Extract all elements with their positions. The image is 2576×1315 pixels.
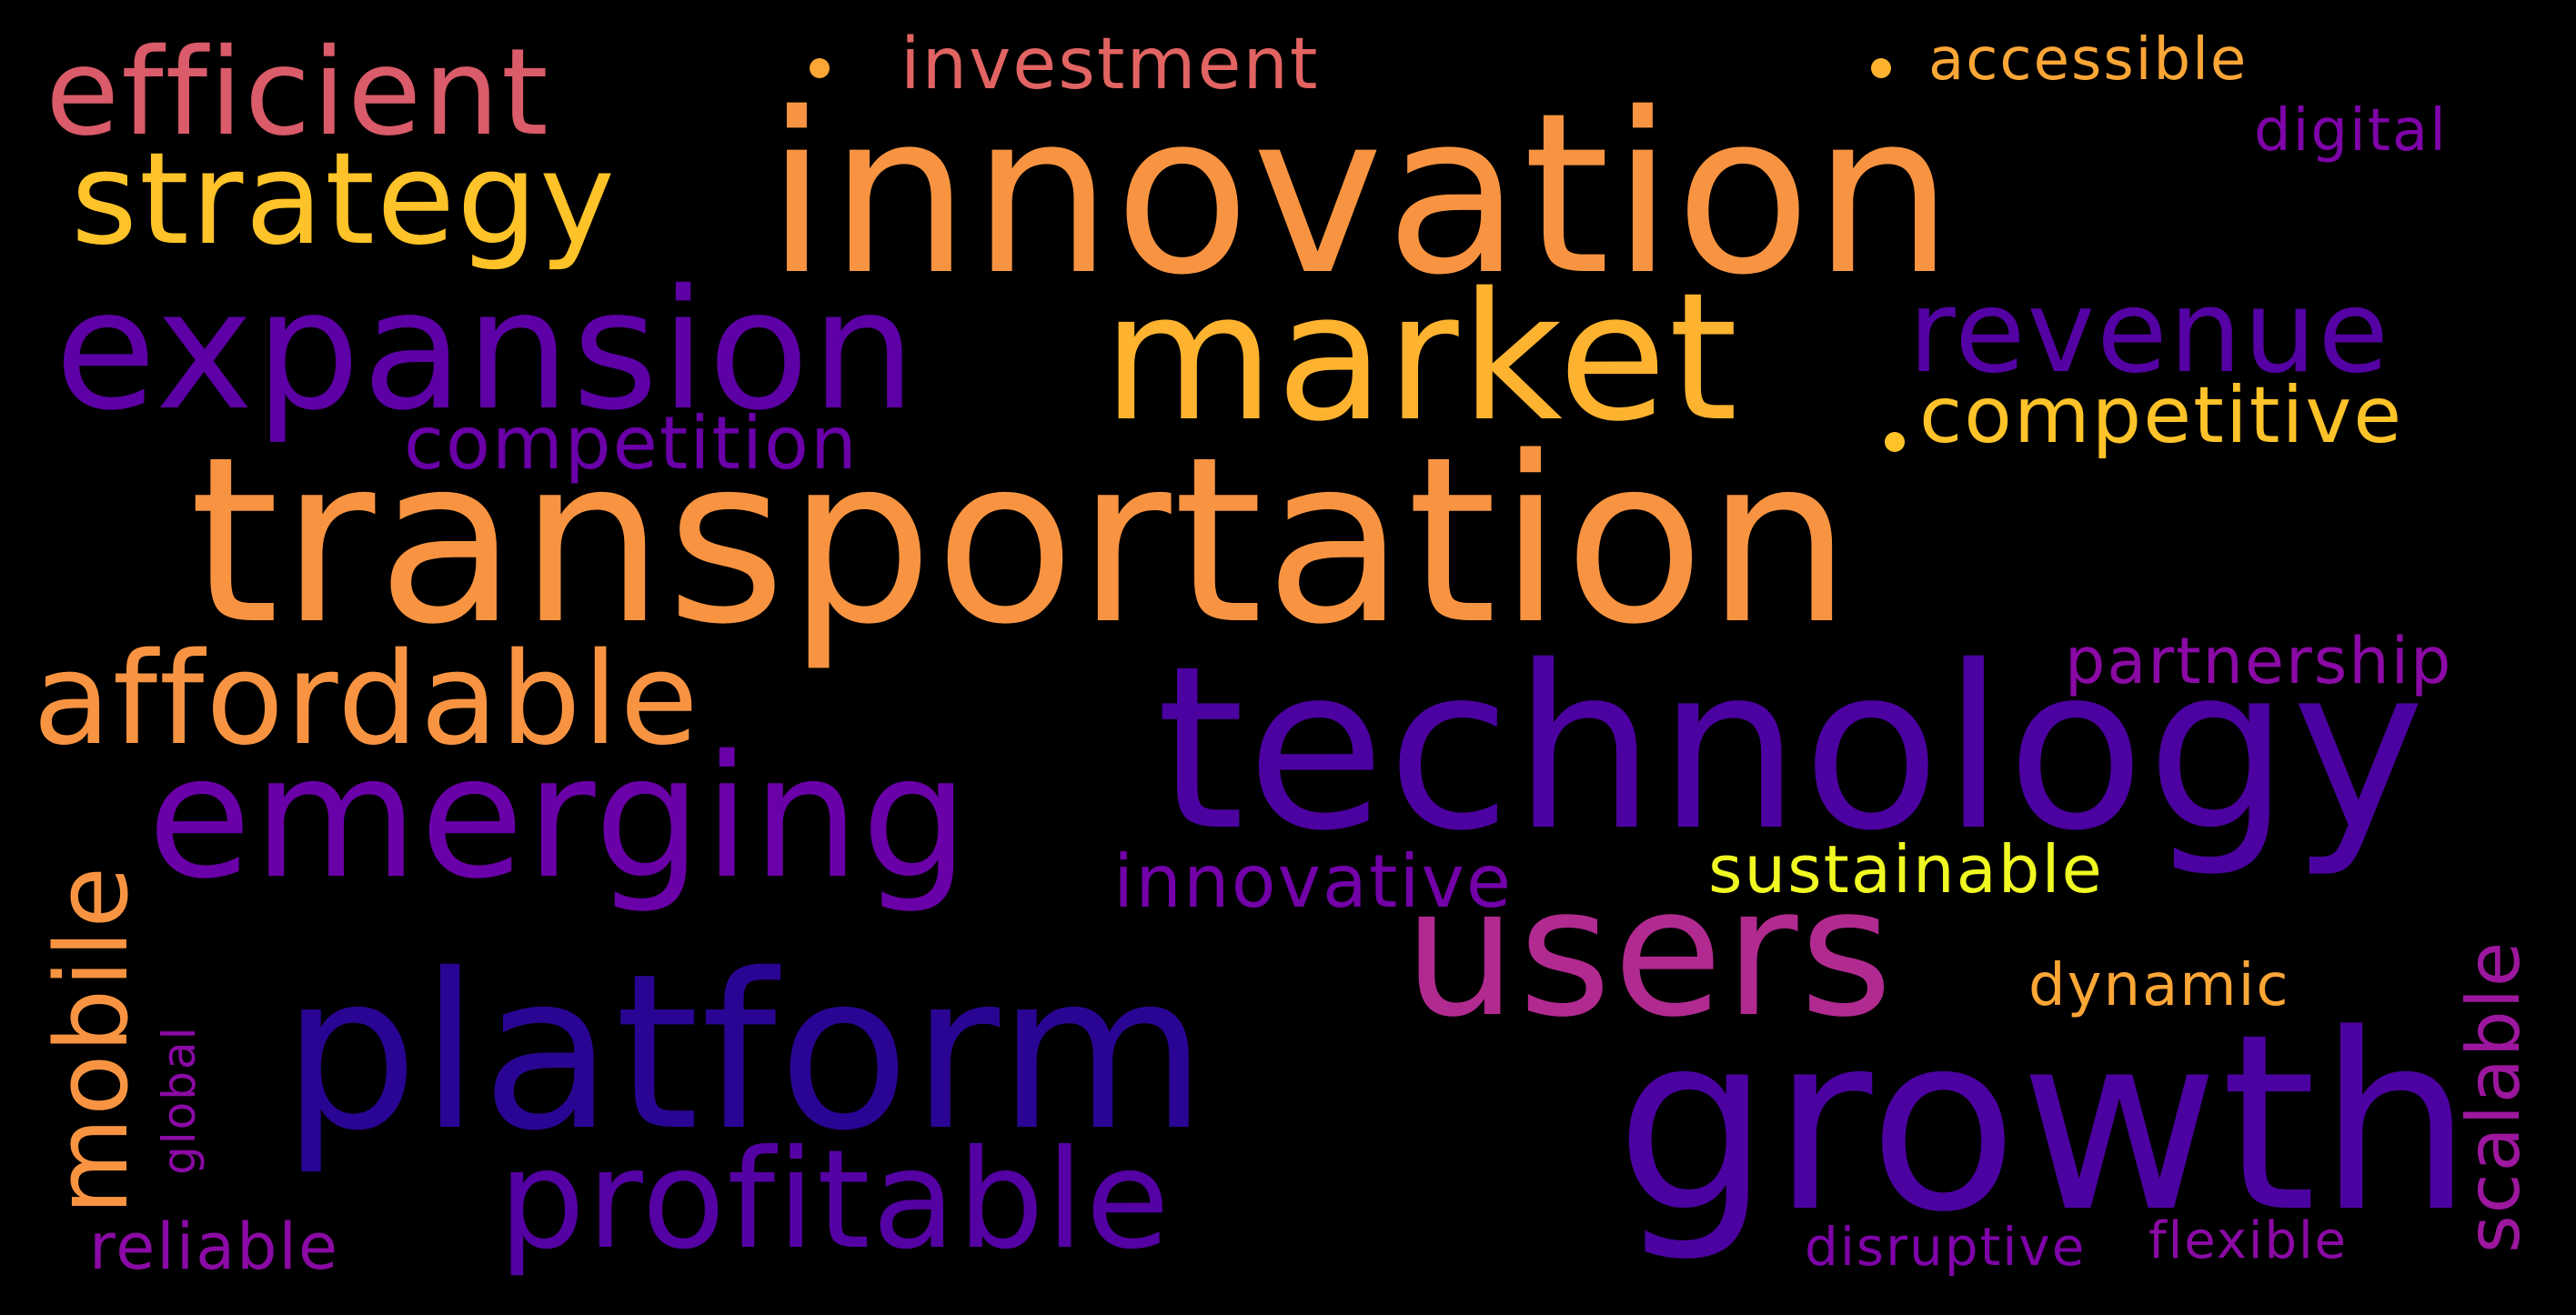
word-transportation: transportation [189, 408, 1854, 675]
word-users: users [1404, 849, 1895, 1057]
word-profitable: profitable [498, 1121, 1172, 1280]
word-platform: platform [282, 928, 1209, 1178]
word-sustainable: sustainable [1708, 831, 2104, 908]
word-accessible: accessible [1928, 26, 2249, 94]
word-investment: investment [901, 24, 1320, 105]
dot-3 [1885, 432, 1905, 452]
word-market: market [1102, 255, 1740, 460]
word-efficient: efficient [45, 23, 550, 163]
word-reliable: reliable [89, 1210, 340, 1284]
word-affordable: affordable [33, 626, 700, 774]
word-revenue: revenue [1908, 265, 2390, 398]
word-mobile: mobile [34, 864, 150, 1215]
word-flexible: flexible [2148, 1211, 2348, 1270]
word-competition: competition [404, 401, 859, 486]
word-strategy: strategy [71, 125, 617, 274]
word-partnership: partnership [2065, 624, 2453, 698]
word-dynamic: dynamic [2028, 952, 2290, 1019]
dot-1 [810, 58, 830, 78]
word-growth: growth [1615, 982, 2475, 1266]
word-scalable: scalable [2451, 939, 2536, 1253]
word-emerging: emerging [147, 718, 971, 916]
word-expansion: expansion [55, 254, 918, 447]
word-innovative: innovative [1113, 839, 1514, 924]
word-disruptive: disruptive [1805, 1216, 2087, 1278]
word-technology: technology [1156, 618, 2428, 880]
word-innovation: innovation [766, 65, 1956, 324]
dot-2 [1871, 58, 1891, 78]
word-global: global [153, 1025, 206, 1176]
word-competitive: competitive [1919, 370, 2404, 461]
word-digital: digital [2254, 97, 2448, 165]
